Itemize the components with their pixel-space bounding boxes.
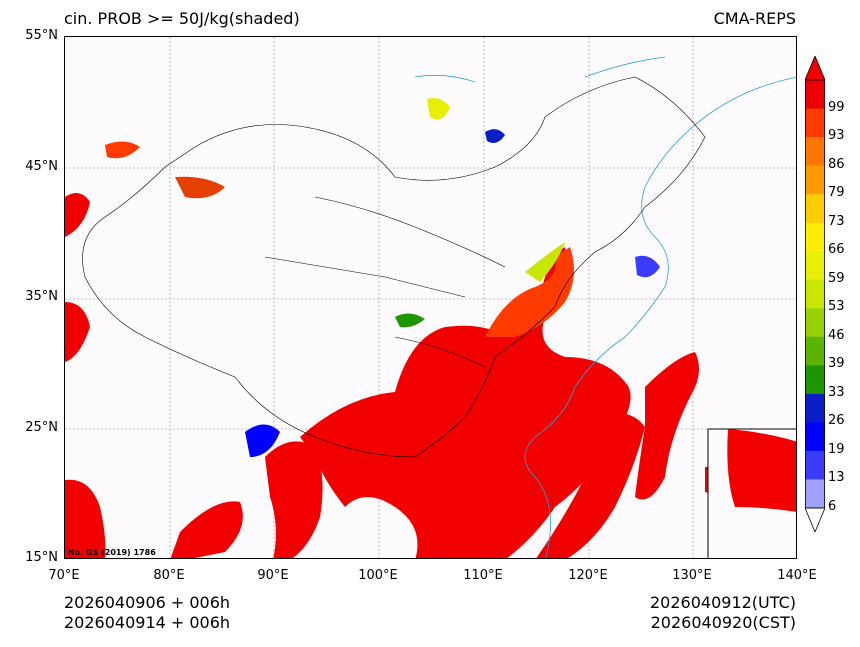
colorbar-swatch xyxy=(805,336,825,366)
lon-label: 80°E xyxy=(153,568,185,583)
map-panel xyxy=(64,36,797,559)
shade-area xyxy=(65,479,106,558)
colorbar-tick-label: 53 xyxy=(828,299,845,315)
colorbar-swatch xyxy=(805,422,825,452)
valid-time-cst: 2026040920(CST) xyxy=(650,613,796,632)
coastlines xyxy=(414,56,796,558)
colorbar-swatch xyxy=(805,393,825,423)
init-time-utc: 2026040906 + 006h xyxy=(64,593,231,612)
borders xyxy=(82,76,706,458)
graticule xyxy=(65,37,796,558)
colorbar-over-arrow xyxy=(804,54,826,81)
colorbar-tick-label: 33 xyxy=(828,384,845,400)
lat-label: 55°N xyxy=(25,28,58,43)
lon-label: 120°E xyxy=(568,568,608,583)
inset-shade xyxy=(727,429,796,512)
shade-area xyxy=(536,413,645,558)
shade-area xyxy=(635,255,660,278)
shade-area xyxy=(635,352,699,500)
colorbar-swatch xyxy=(805,251,825,281)
colorbar-swatch xyxy=(805,479,825,509)
lon-label: 110°E xyxy=(463,568,503,583)
colorbar-frame xyxy=(805,79,826,509)
probability-shading xyxy=(65,98,796,558)
map-svg xyxy=(65,37,796,558)
valid-time-utc: 2026040912(UTC) xyxy=(650,593,796,612)
shade-area xyxy=(427,98,450,120)
colorbar-tick-label: 73 xyxy=(828,213,845,229)
colorbar-tick-label: 39 xyxy=(828,356,845,372)
shade-area xyxy=(245,424,280,457)
shade-area xyxy=(300,247,631,558)
colorbar-tick-label: 59 xyxy=(828,270,845,286)
colorbar-swatch xyxy=(805,279,825,309)
shade-area xyxy=(265,441,323,558)
footer-right: 2026040912(UTC) 2026040920(CST) xyxy=(650,593,796,633)
colorbar-tick-label: 6 xyxy=(828,499,837,514)
colorbar-swatch xyxy=(805,308,825,338)
shade-area xyxy=(485,247,574,337)
shade-area xyxy=(65,193,90,237)
map-approval-number: No. GS (2019) 1786 xyxy=(68,548,156,557)
colorbar-swatch xyxy=(805,222,825,252)
colorbar-tick-label: 66 xyxy=(828,242,845,258)
colorbar-under-arrow xyxy=(804,507,826,534)
init-time-cst: 2026040914 + 006h xyxy=(64,613,231,632)
colorbar-swatch xyxy=(805,165,825,195)
lat-label: 45°N xyxy=(25,159,58,174)
lon-label: 140°E xyxy=(777,568,817,583)
colorbar-tick-label: 93 xyxy=(828,128,845,144)
shade-area xyxy=(175,176,225,199)
colorbar-tick-label: 26 xyxy=(828,413,845,429)
colorbar-tick-label: 13 xyxy=(828,470,845,486)
colorbar-swatch xyxy=(805,108,825,138)
colorbar-tick-label: 79 xyxy=(828,185,845,201)
colorbar-swatch xyxy=(805,80,825,110)
shade-area xyxy=(170,501,243,558)
chart-title: cin. PROB >= 50J/kg(shaded) xyxy=(64,9,300,28)
colorbar-swatch xyxy=(805,365,825,395)
colorbar xyxy=(804,54,826,534)
colorbar-swatch xyxy=(805,194,825,224)
model-name: CMA-REPS xyxy=(713,9,796,28)
shade-area xyxy=(485,129,505,143)
footer-left: 2026040906 + 006h 2026040914 + 006h xyxy=(64,593,230,633)
lon-label: 90°E xyxy=(257,568,289,583)
colorbar-swatch xyxy=(805,137,825,167)
lon-label: 70°E xyxy=(48,568,80,583)
lon-label: 100°E xyxy=(358,568,398,583)
lat-label: 15°N xyxy=(25,550,58,565)
lat-label: 35°N xyxy=(25,289,58,304)
colorbar-tick-label: 19 xyxy=(828,441,845,457)
lon-label: 130°E xyxy=(672,568,712,583)
shade-area xyxy=(395,313,425,328)
colorbar-tick-label: 86 xyxy=(828,156,845,172)
colorbar-swatch xyxy=(805,450,825,480)
shade-area xyxy=(105,141,140,159)
shade-area xyxy=(65,302,90,362)
colorbar-svg xyxy=(804,54,826,534)
colorbar-tick-label: 46 xyxy=(828,327,845,343)
colorbar-tick-label: 99 xyxy=(828,99,845,115)
lat-label: 25°N xyxy=(25,420,58,435)
shade-area xyxy=(525,242,565,282)
